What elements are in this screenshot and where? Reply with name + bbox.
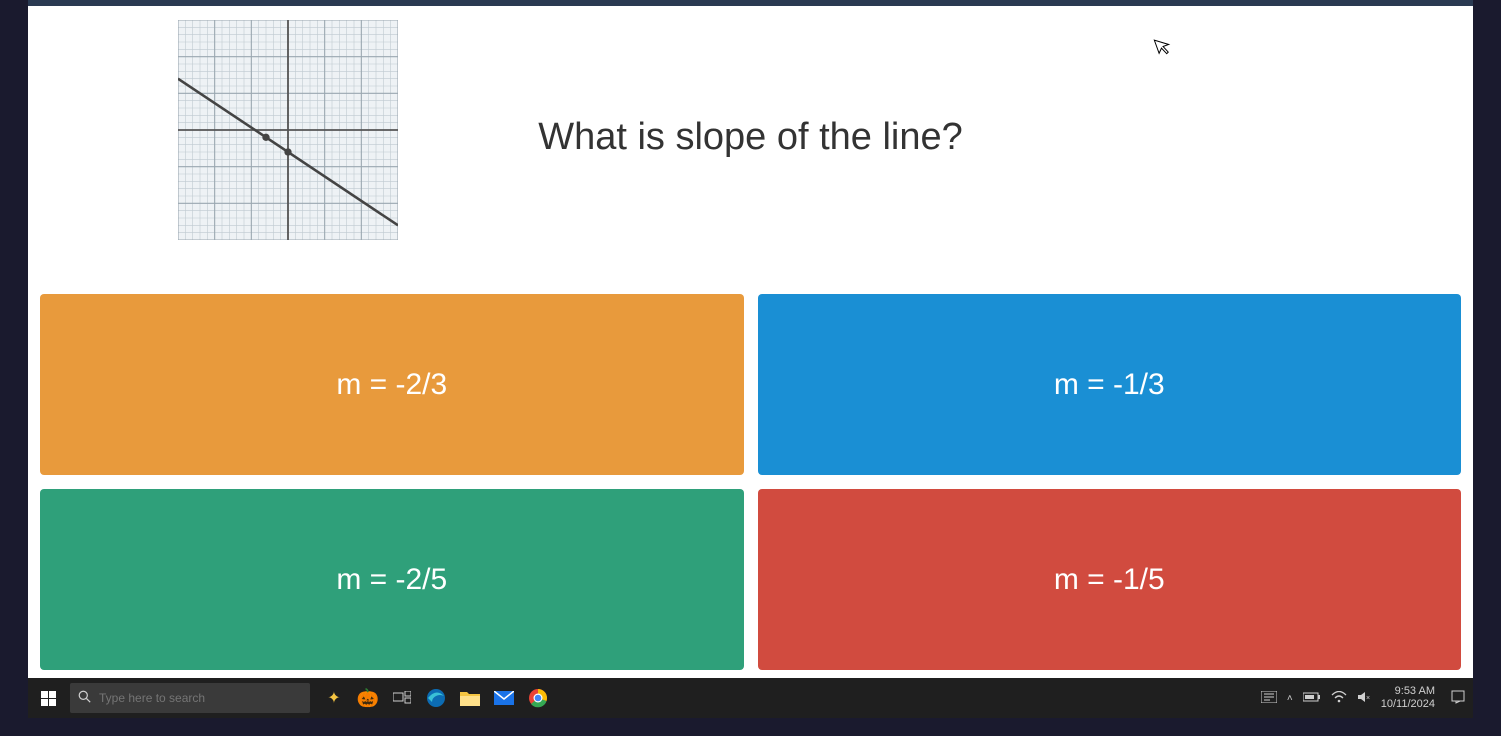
answer-option-0[interactable]: m = -2/3 bbox=[40, 294, 744, 475]
system-tray: ˄ × 9:53 AM 10/11/2024 bbox=[1253, 685, 1473, 710]
quiz-content: What is slope of the line? m = -2/3 m = … bbox=[28, 6, 1473, 678]
slope-graph bbox=[178, 20, 398, 240]
clock[interactable]: 9:53 AM 10/11/2024 bbox=[1381, 685, 1441, 710]
question-panel: What is slope of the line? bbox=[28, 6, 1473, 286]
answer-label: m = -2/5 bbox=[336, 563, 447, 597]
windows-icon bbox=[41, 691, 56, 706]
taskbar: ✦ 🎃 ˄ × 9:53 AM 10/11/2024 bbox=[28, 678, 1473, 718]
answer-option-2[interactable]: m = -2/5 bbox=[40, 489, 744, 670]
time-text: 9:53 AM bbox=[1381, 685, 1435, 698]
screen-area: What is slope of the line? m = -2/3 m = … bbox=[28, 0, 1473, 678]
graph-svg bbox=[178, 20, 398, 240]
answer-label: m = -2/3 bbox=[336, 368, 447, 402]
taskbar-search[interactable] bbox=[70, 683, 310, 713]
search-input[interactable] bbox=[99, 691, 302, 705]
answer-label: m = -1/3 bbox=[1054, 368, 1165, 402]
answer-option-3[interactable]: m = -1/5 bbox=[758, 489, 1462, 670]
question-text: What is slope of the line? bbox=[538, 116, 963, 159]
answers-grid: m = -2/3 m = -1/3 m = -2/5 m = -1/5 bbox=[28, 286, 1473, 678]
taskbar-pinned-apps: ✦ 🎃 bbox=[320, 684, 552, 712]
battery-icon[interactable] bbox=[1303, 691, 1321, 705]
file-explorer-icon[interactable] bbox=[456, 684, 484, 712]
start-button[interactable] bbox=[28, 678, 68, 718]
answer-option-1[interactable]: m = -1/3 bbox=[758, 294, 1462, 475]
chrome-icon[interactable] bbox=[524, 684, 552, 712]
cursor-icon bbox=[1153, 34, 1177, 64]
answer-label: m = -1/5 bbox=[1054, 563, 1165, 597]
search-icon bbox=[78, 690, 91, 706]
cortana-icon[interactable]: ✦ bbox=[320, 684, 348, 712]
date-text: 10/11/2024 bbox=[1381, 698, 1435, 711]
chevron-up-icon[interactable]: ˄ bbox=[1287, 693, 1293, 704]
task-view-icon[interactable] bbox=[388, 684, 416, 712]
news-icon[interactable] bbox=[1261, 691, 1277, 706]
edge-icon[interactable] bbox=[422, 684, 450, 712]
notifications-icon[interactable] bbox=[1451, 690, 1465, 707]
svg-text:×: × bbox=[1366, 695, 1370, 702]
volume-icon[interactable]: × bbox=[1357, 691, 1371, 706]
mail-icon[interactable] bbox=[490, 684, 518, 712]
pumpkin-icon[interactable]: 🎃 bbox=[354, 684, 382, 712]
wifi-icon[interactable] bbox=[1331, 691, 1347, 706]
